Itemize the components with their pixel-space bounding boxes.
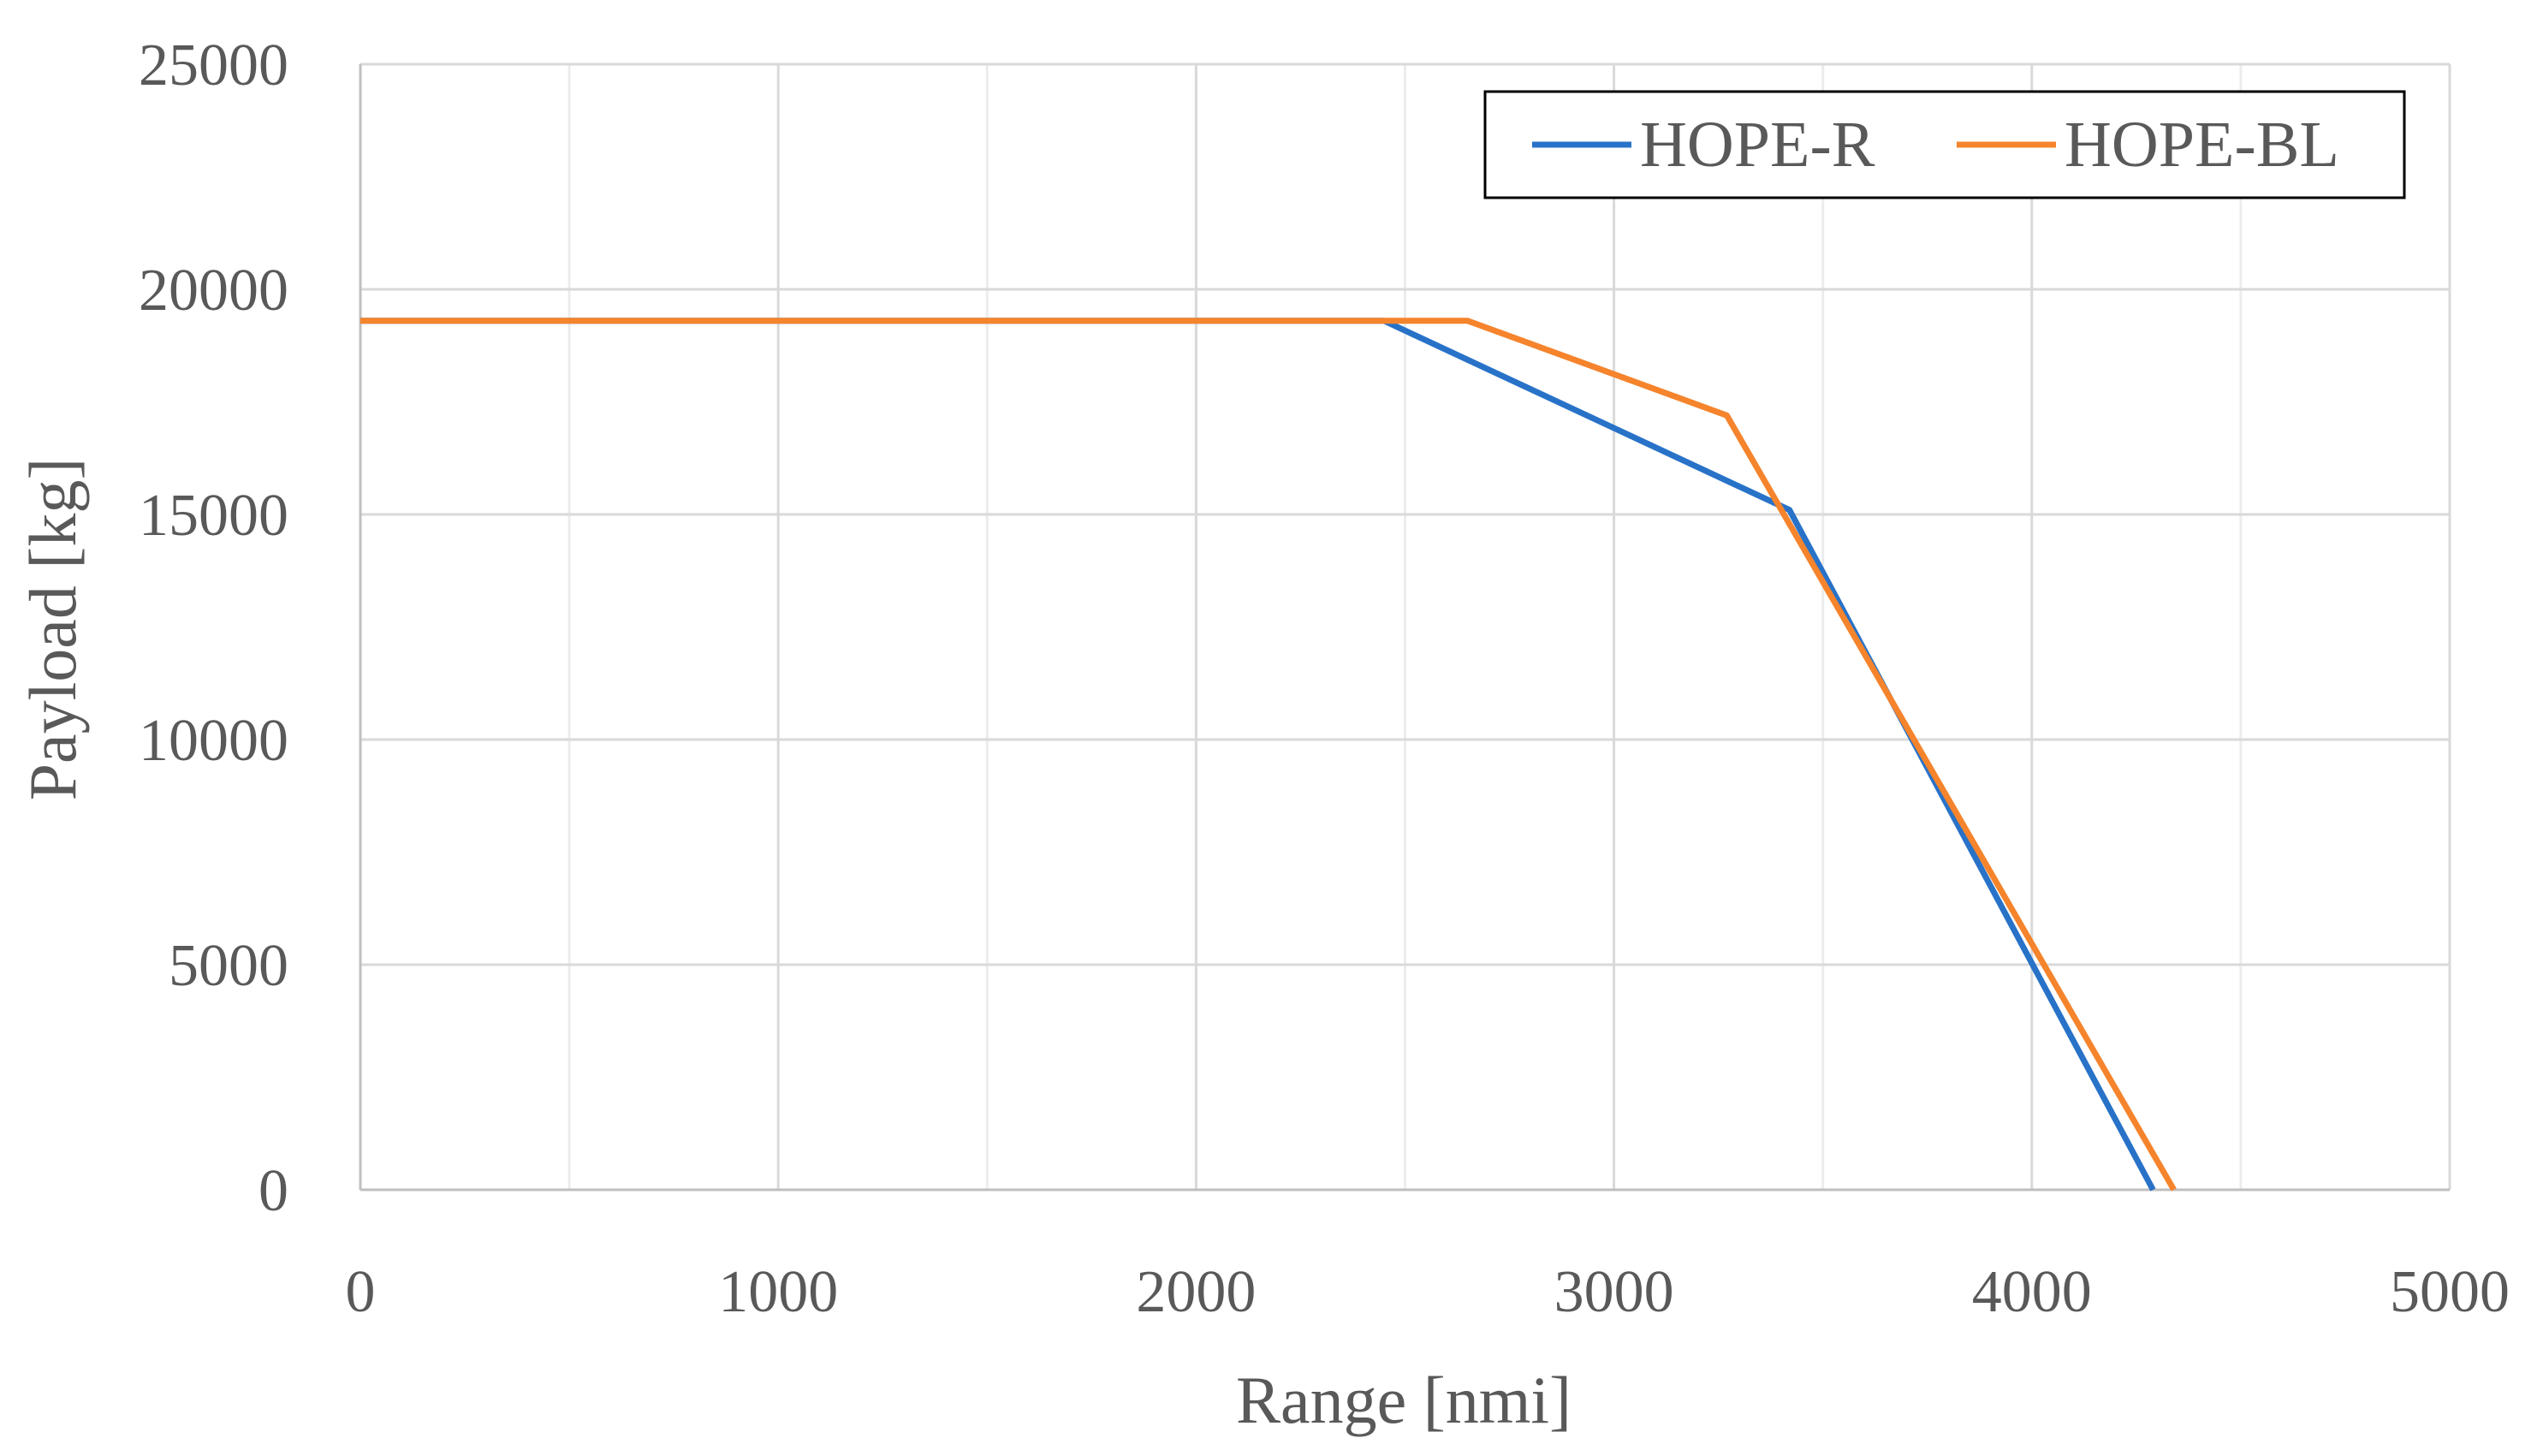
series-line-hope-bl — [360, 318, 2177, 1192]
minor-gridlines — [567, 64, 2243, 1190]
y-tick-label: 5000 — [169, 933, 288, 999]
legend-label-hope-bl: HOPE-BL — [2065, 109, 2339, 181]
x-tick-label: 3000 — [1554, 1259, 1674, 1325]
x-axis-tick-labels: 0 1000 2000 3000 4000 5000 — [346, 1259, 2510, 1325]
major-gridlines — [360, 62, 2451, 1190]
x-tick-label: 5000 — [2390, 1259, 2510, 1325]
x-tick-label: 4000 — [1972, 1259, 2092, 1325]
y-tick-label: 20000 — [139, 258, 288, 324]
x-axis-title: Range [nmi] — [1236, 1363, 1572, 1437]
y-tick-label: 15000 — [139, 483, 288, 549]
axes — [359, 64, 2450, 1192]
y-axis-title: Payload [kg] — [15, 458, 90, 801]
y-tick-label: 10000 — [139, 708, 288, 774]
legend-label-hope-r: HOPE-R — [1640, 109, 1875, 181]
legend: HOPE-R HOPE-BL — [1483, 90, 2406, 199]
y-tick-label: 25000 — [139, 33, 288, 98]
x-tick-label: 0 — [346, 1259, 376, 1325]
y-tick-label: 0 — [258, 1158, 288, 1224]
y-axis-tick-labels: 0 5000 10000 15000 20000 25000 — [139, 33, 288, 1224]
x-tick-label: 1000 — [718, 1259, 838, 1325]
x-tick-label: 2000 — [1136, 1259, 1256, 1325]
legend-box — [1483, 90, 2406, 199]
series-layer — [360, 318, 2177, 1192]
